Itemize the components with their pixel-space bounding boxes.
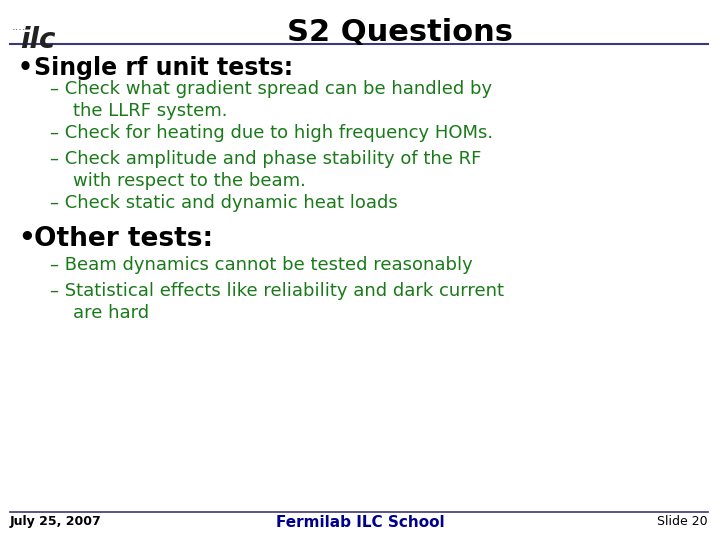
Text: July 25, 2007: July 25, 2007 (10, 515, 102, 528)
Text: Other tests:: Other tests: (34, 226, 213, 252)
Text: – Beam dynamics cannot be tested reasonably: – Beam dynamics cannot be tested reasona… (50, 256, 473, 274)
Text: •: • (18, 56, 33, 80)
Text: •: • (18, 226, 35, 252)
Text: Slide 20: Slide 20 (657, 515, 708, 528)
Text: ....: .... (12, 22, 27, 32)
Text: ilc: ilc (20, 26, 55, 54)
Text: – Check amplitude and phase stability of the RF
    with respect to the beam.: – Check amplitude and phase stability of… (50, 150, 482, 190)
Text: – Statistical effects like reliability and dark current
    are hard: – Statistical effects like reliability a… (50, 282, 504, 322)
Text: S2 Questions: S2 Questions (287, 18, 513, 47)
Text: Single rf unit tests:: Single rf unit tests: (34, 56, 293, 80)
Text: Fermilab ILC School: Fermilab ILC School (276, 515, 444, 530)
Text: – Check static and dynamic heat loads: – Check static and dynamic heat loads (50, 194, 397, 212)
Text: – Check what gradient spread can be handled by
    the LLRF system.: – Check what gradient spread can be hand… (50, 80, 492, 120)
Text: – Check for heating due to high frequency HOMs.: – Check for heating due to high frequenc… (50, 124, 493, 142)
